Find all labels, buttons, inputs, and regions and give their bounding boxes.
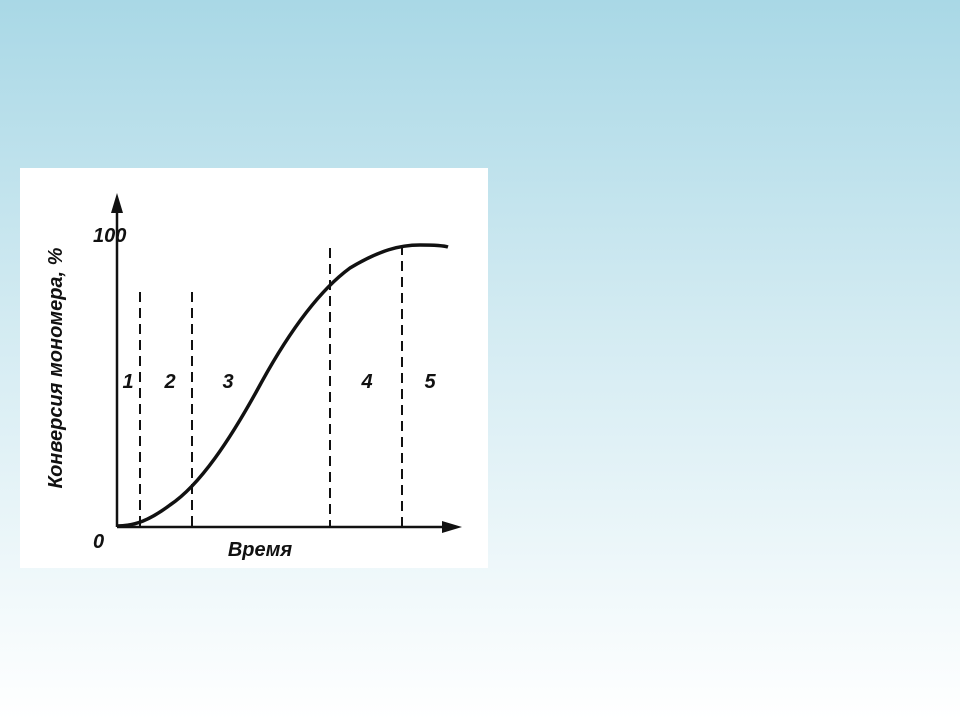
y-axis-label: Конверсия мономера, % [45,247,67,488]
y-max-label: 100 [93,225,126,247]
region-label: 1 [122,371,133,393]
x-axis-label: Время [228,539,293,561]
figure-panel [20,168,488,568]
region-label: 4 [360,371,372,393]
origin-label: 0 [93,531,104,553]
axes [115,205,450,529]
x-arrow [442,521,462,533]
region-label: 5 [424,371,436,393]
conversion-curve [116,243,449,528]
region-label: 2 [163,371,175,393]
region-label: 3 [222,371,233,393]
y-arrow [111,193,123,213]
